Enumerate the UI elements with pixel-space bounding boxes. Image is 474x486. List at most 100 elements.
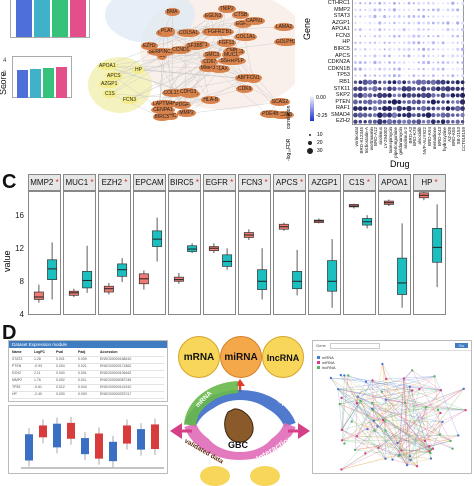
dotplot-dot	[378, 35, 381, 38]
interaction-node[interactable]	[424, 440, 426, 442]
interaction-edge	[426, 389, 464, 407]
dotplot-dot	[368, 120, 372, 124]
dotplot-dot	[384, 9, 386, 11]
interaction-node[interactable]	[382, 419, 384, 421]
interaction-node[interactable]	[409, 386, 411, 388]
interaction-node[interactable]	[425, 406, 427, 408]
interaction-node[interactable]	[356, 435, 358, 437]
interaction-node[interactable]	[371, 407, 373, 409]
interaction-node[interactable]	[430, 457, 432, 459]
dotplot-dot	[398, 61, 401, 64]
interaction-node[interactable]	[463, 388, 465, 390]
interaction-node[interactable]	[400, 449, 402, 451]
dotplot-dot	[398, 48, 401, 51]
dotplot-dot	[413, 9, 415, 11]
interaction-node[interactable]	[418, 388, 420, 390]
interaction-node[interactable]	[347, 374, 349, 376]
interaction-node[interactable]	[376, 425, 378, 427]
interaction-node[interactable]	[373, 429, 375, 431]
dotplot-dot	[437, 100, 440, 103]
interaction-node[interactable]	[340, 374, 342, 376]
interaction-node[interactable]	[364, 452, 366, 454]
interaction-node[interactable]	[384, 458, 386, 460]
interaction-node[interactable]	[404, 402, 406, 404]
interaction-node[interactable]	[377, 447, 379, 449]
interaction-node[interactable]	[439, 412, 441, 414]
dotplot-dot	[412, 22, 415, 25]
interaction-node[interactable]	[356, 396, 358, 398]
search-button[interactable]: Go	[455, 343, 468, 348]
filter-input[interactable]	[330, 343, 380, 349]
dotplot-dot	[402, 107, 406, 111]
interaction-node[interactable]	[451, 447, 453, 449]
interaction-node[interactable]	[371, 402, 373, 404]
interaction-node[interactable]	[330, 377, 332, 379]
interaction-node[interactable]	[373, 419, 375, 421]
interaction-node[interactable]	[339, 403, 341, 405]
interaction-node[interactable]	[406, 464, 408, 466]
interaction-node[interactable]	[384, 429, 386, 431]
interaction-node[interactable]	[416, 465, 418, 467]
score-bar	[43, 68, 54, 98]
interaction-node[interactable]	[337, 388, 339, 390]
interaction-node[interactable]	[341, 429, 343, 431]
interaction-node[interactable]	[428, 445, 430, 447]
interaction-node[interactable]	[343, 442, 345, 444]
dotplot-dot	[456, 80, 460, 84]
facet-plot	[273, 191, 306, 315]
interaction-node[interactable]	[437, 409, 439, 411]
table-cell: MMP2	[12, 378, 34, 382]
interaction-node[interactable]	[429, 452, 431, 454]
dotplot-dot	[461, 48, 464, 51]
interaction-node[interactable]	[359, 400, 361, 402]
interaction-node[interactable]	[411, 389, 413, 391]
interaction-node[interactable]	[397, 455, 399, 457]
interaction-node[interactable]	[365, 381, 367, 383]
interaction-node[interactable]	[409, 459, 411, 461]
interaction-node[interactable]	[396, 442, 398, 444]
dotplot-dot	[412, 120, 416, 124]
interaction-node[interactable]	[385, 399, 387, 401]
interaction-node[interactable]	[403, 377, 405, 379]
interaction-node[interactable]	[381, 363, 383, 365]
interaction-node[interactable]	[340, 468, 342, 470]
interaction-node[interactable]	[433, 375, 435, 377]
interaction-node[interactable]	[340, 397, 342, 399]
legend-colorbar	[310, 95, 314, 121]
interaction-node[interactable]	[440, 389, 442, 391]
dotplot-gene-label: FCN3	[336, 33, 350, 39]
interaction-node[interactable]	[354, 449, 356, 451]
dotplot-dot	[427, 48, 430, 51]
interaction-node[interactable]	[432, 448, 434, 450]
dotplot-dot	[382, 93, 387, 98]
interaction-node[interactable]	[366, 428, 368, 430]
table-cell: -0.93	[34, 364, 56, 368]
interaction-node[interactable]	[464, 409, 466, 411]
interaction-node[interactable]	[356, 402, 358, 404]
interaction-node[interactable]	[409, 455, 411, 457]
interaction-node[interactable]	[385, 378, 387, 380]
dotplot-dot	[426, 112, 432, 118]
interaction-node[interactable]	[457, 434, 459, 436]
facet-gene-name: C1S	[349, 178, 365, 187]
interaction-node[interactable]	[449, 440, 451, 442]
interaction-node[interactable]	[371, 379, 373, 381]
dotplot-dot	[389, 22, 391, 24]
interaction-node[interactable]	[441, 421, 443, 423]
interaction-node[interactable]	[391, 458, 393, 460]
table-cell: ENSG00000257017	[100, 392, 155, 396]
interaction-node[interactable]	[351, 420, 353, 422]
interaction-node[interactable]	[439, 433, 441, 435]
interaction-node[interactable]	[381, 391, 383, 393]
interaction-node[interactable]	[343, 374, 345, 376]
interaction-node[interactable]	[411, 369, 413, 371]
interaction-node[interactable]	[341, 439, 343, 441]
significance-star: *	[298, 178, 303, 187]
dotplot-dot	[382, 106, 387, 111]
